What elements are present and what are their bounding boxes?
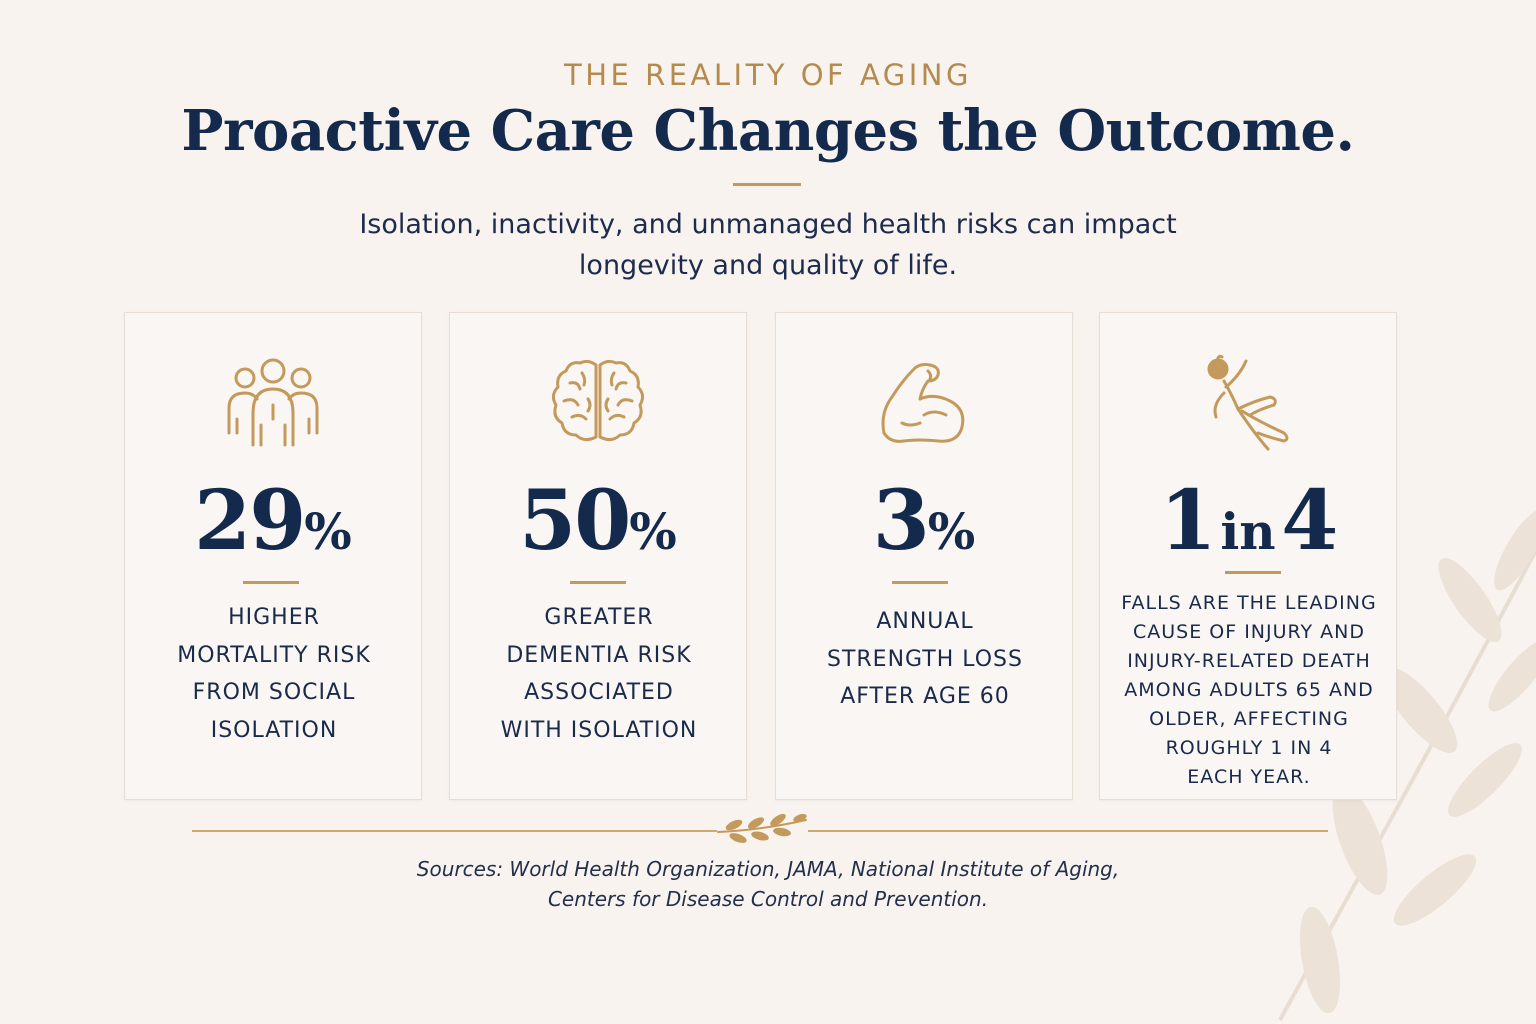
sources-citation: Sources: World Health Organization, JAMA… — [318, 854, 1218, 914]
stat-divider — [243, 581, 299, 584]
brain-icon — [450, 353, 746, 453]
description-line: ROUGHLY 1 IN 4 — [1165, 737, 1333, 759]
stat-card-mortality: 29% HIGHER MORTALITY RISK FROM SOCIAL IS… — [124, 312, 422, 800]
description-line: ASSOCIATED — [524, 680, 674, 705]
sources-line: Centers for Disease Control and Preventi… — [547, 887, 989, 911]
section-eyebrow: THE REALITY OF AGING — [564, 58, 972, 92]
description-line: DEMENTIA RISK — [506, 642, 692, 668]
stat-description: ANNUAL STRENGTH LOSS AFTER AGE 60 — [786, 603, 1064, 716]
stat-suffix: % — [927, 502, 976, 561]
description-line: CAUSE OF INJURY AND — [1133, 621, 1365, 643]
stat-number: 50 — [519, 473, 631, 569]
description-line: ANNUAL — [876, 609, 974, 634]
page-title: Proactive Care Changes the Outcome. — [181, 98, 1355, 164]
stat-number: 29 — [194, 473, 306, 569]
people-group-icon — [125, 353, 421, 453]
stat-number: 4 — [1281, 473, 1338, 569]
description-line: AFTER AGE 60 — [840, 684, 1010, 709]
subtitle-line: longevity and quality of life. — [578, 250, 958, 281]
description-line: FROM SOCIAL — [192, 680, 356, 705]
footer-divider-left — [192, 830, 717, 832]
stat-suffix: % — [304, 502, 352, 561]
background-leaves-decoration — [1278, 510, 1536, 1021]
sources-line: Sources: World Health Organization, JAMA… — [416, 857, 1120, 881]
description-line: AMONG ADULTS 65 AND — [1124, 679, 1374, 701]
description-line: WITH ISOLATION — [500, 717, 698, 743]
title-divider — [733, 183, 801, 186]
stat-description: HIGHER MORTALITY RISK FROM SOCIAL ISOLAT… — [135, 599, 413, 749]
stat-number: 3 — [872, 473, 930, 569]
stat-card-dementia: 50% GREATER DEMENTIA RISK ASSOCIATED WIT… — [449, 312, 747, 800]
stat-connector: in — [1220, 502, 1276, 561]
stat-suffix: % — [629, 502, 677, 561]
description-line: FALLS ARE THE LEADING — [1121, 592, 1377, 614]
description-line: MORTALITY RISK — [177, 642, 371, 668]
stat-description: GREATER DEMENTIA RISK ASSOCIATED WITH IS… — [460, 599, 738, 749]
stat-divider — [892, 581, 948, 584]
description-line: STRENGTH LOSS — [826, 646, 1023, 672]
stat-divider — [570, 581, 626, 584]
falling-person-icon — [1100, 353, 1396, 453]
stat-description: FALLS ARE THE LEADING CAUSE OF INJURY AN… — [1110, 589, 1388, 792]
description-line: HIGHER — [228, 605, 320, 630]
footer-divider-right — [808, 830, 1328, 832]
stat-card-falls: 1 in 4 FALLS ARE THE LEADING CAUSE OF IN… — [1099, 312, 1397, 800]
subtitle-line: Isolation, inactivity, and unmanaged hea… — [359, 209, 1177, 240]
description-line: OLDER, AFFECTING — [1149, 708, 1349, 730]
description-line: GREATER — [544, 605, 654, 630]
stat-divider — [1225, 571, 1281, 574]
stat-number: 1 — [1159, 473, 1217, 569]
description-line: EACH YEAR. — [1187, 766, 1311, 788]
laurel-sprig-icon — [717, 813, 807, 843]
description-line: INJURY-RELATED DEATH — [1127, 650, 1371, 672]
stat-card-strength: 3% ANNUAL STRENGTH LOSS AFTER AGE 60 — [775, 312, 1073, 800]
flexed-bicep-icon — [776, 353, 1072, 453]
page-subtitle: Isolation, inactivity, and unmanaged hea… — [318, 204, 1218, 286]
description-line: ISOLATION — [210, 717, 338, 743]
